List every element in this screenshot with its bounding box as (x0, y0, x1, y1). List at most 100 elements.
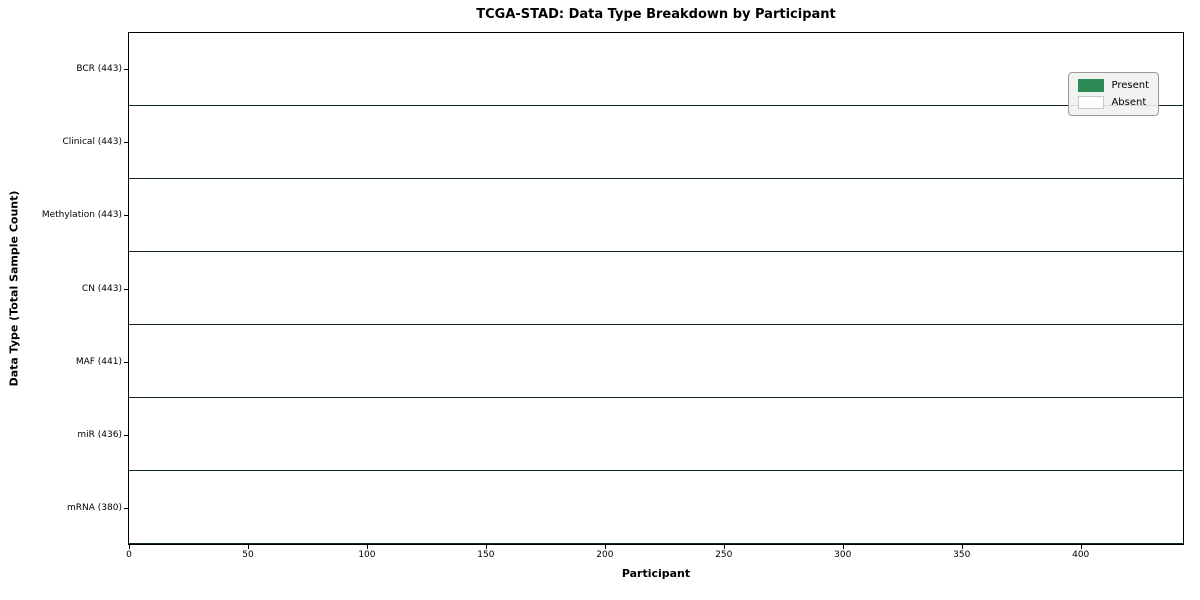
absent-mark (951, 398, 956, 470)
absent-mark (709, 471, 713, 543)
y-tick-label: Methylation (443) (41, 210, 122, 221)
absent-mark (820, 471, 825, 543)
heatmap-row-cn (129, 252, 1183, 325)
absent-mark (842, 471, 846, 543)
absent-mark (235, 471, 239, 543)
absent-mark (328, 471, 332, 543)
absent-mark (518, 471, 523, 543)
absent-mark (478, 471, 482, 543)
absent-mark (1080, 471, 1084, 543)
chart-title: TCGA-STAD: Data Type Breakdown by Partic… (476, 7, 836, 22)
y-tick-mark (124, 141, 128, 143)
x-tick-mark (723, 545, 725, 549)
absent-mark (133, 471, 137, 543)
absent-mark (1161, 471, 1165, 543)
absent-mark (816, 471, 820, 543)
absent-swatch (1078, 96, 1105, 109)
absent-mark (806, 471, 810, 543)
absent-mark (787, 471, 791, 543)
absent-mark (580, 471, 584, 543)
absent-mark (483, 471, 487, 543)
absent-mark (618, 471, 622, 543)
x-tick-label: 300 (834, 550, 852, 560)
heatmap-row-methylation (129, 179, 1183, 252)
x-axis-title: Participant (621, 567, 691, 580)
y-tick-label: BCR (443) (76, 63, 122, 74)
absent-mark (1075, 398, 1079, 470)
y-tick-mark (124, 288, 128, 290)
absent-mark (195, 325, 199, 397)
absent-mark (747, 471, 751, 543)
absent-mark (1087, 471, 1091, 543)
x-tick-label: 200 (596, 550, 614, 560)
present-swatch (1078, 79, 1105, 92)
absent-mark (1080, 398, 1084, 470)
y-tick-mark (124, 361, 128, 363)
x-tick-mark (129, 545, 130, 549)
absent-mark (751, 471, 756, 543)
x-tick-label: 100 (358, 550, 376, 560)
x-tick-mark (604, 545, 606, 549)
absent-mark (1077, 471, 1082, 543)
absent-mark (721, 471, 725, 543)
absent-mark (575, 471, 580, 543)
absent-mark (349, 471, 354, 543)
absent-mark (475, 471, 480, 543)
absent-mark (154, 471, 159, 543)
absent-mark (150, 471, 154, 543)
x-tick-label: 350 (953, 550, 971, 560)
heatmap-row-bcr (129, 33, 1183, 106)
absent-mark (183, 471, 187, 543)
x-tick-mark (485, 545, 487, 549)
x-tick-mark (247, 545, 249, 549)
absent-mark (426, 471, 430, 543)
x-tick-label: 400 (1072, 550, 1090, 560)
absent-mark (592, 471, 596, 543)
absent-mark (442, 471, 446, 543)
x-tick-label: 50 (242, 550, 254, 560)
legend-label-absent: Absent (1111, 97, 1147, 108)
absent-mark (723, 471, 727, 543)
y-tick-label: CN (443) (81, 283, 122, 294)
y-tick-label: MAF (441) (75, 356, 122, 367)
absent-mark (333, 471, 337, 543)
absent-mark (947, 398, 951, 470)
absent-mark (685, 471, 689, 543)
heatmap-row-mrna (129, 471, 1183, 544)
absent-mark (311, 471, 316, 543)
absent-mark (594, 325, 599, 397)
absent-mark (542, 471, 546, 543)
absent-mark (680, 471, 684, 543)
heatmap-row-clinical (129, 106, 1183, 179)
absent-mark (980, 398, 984, 470)
absent-mark (461, 471, 465, 543)
absent-mark (706, 471, 711, 543)
absent-mark (1168, 471, 1172, 543)
absent-mark (597, 471, 601, 543)
x-tick-label: 250 (715, 550, 733, 560)
absent-mark (421, 471, 425, 543)
absent-mark (937, 471, 941, 543)
x-tick-label: 0 (126, 550, 132, 560)
x-tick-label: 150 (477, 550, 495, 560)
absent-mark (447, 471, 451, 543)
absent-mark (613, 471, 618, 543)
y-tick-mark (124, 68, 128, 70)
y-tick-label: Clinical (443) (62, 136, 122, 147)
absent-mark (473, 471, 477, 543)
absent-mark (464, 471, 468, 543)
absent-mark (1087, 398, 1091, 470)
x-tick-mark (1080, 545, 1082, 549)
y-tick-mark (124, 508, 128, 510)
absent-mark (920, 471, 925, 543)
y-tick-label: mRNA (380) (67, 503, 122, 514)
legend-item-absent: Absent (1078, 96, 1149, 109)
y-tick-label: miR (436) (77, 430, 122, 441)
absent-mark (523, 471, 527, 543)
absent-mark (1077, 398, 1082, 470)
plot-area: Present Absent (128, 32, 1184, 545)
heatmap-row-mir (129, 398, 1183, 471)
y-tick-mark (124, 215, 128, 217)
absent-mark (166, 471, 170, 543)
legend-item-present: Present (1078, 79, 1149, 92)
